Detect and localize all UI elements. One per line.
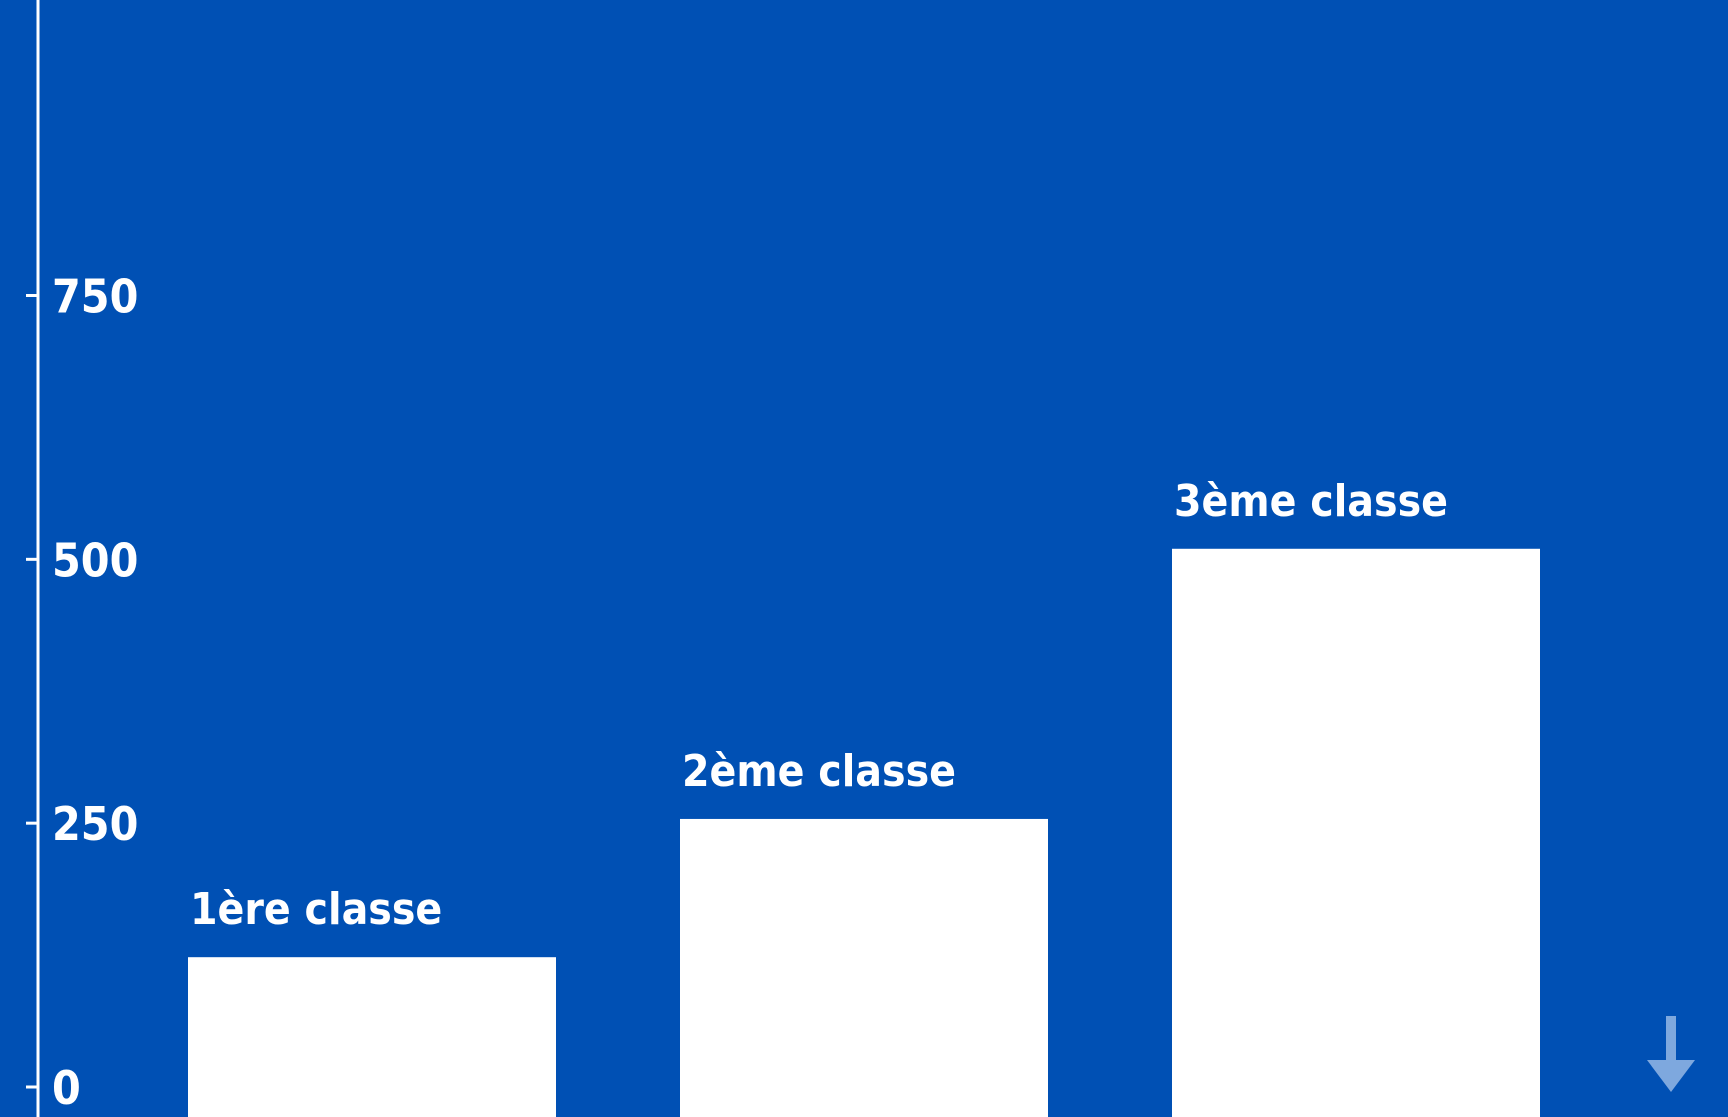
y-tick-label: 250: [52, 797, 138, 851]
category-label: 2ème classe: [682, 746, 956, 797]
y-tick-label: 0: [52, 1061, 81, 1115]
category-label: 3ème classe: [1174, 476, 1448, 527]
arrow-down-icon[interactable]: [1645, 1014, 1697, 1094]
y-tick-label: 500: [52, 533, 138, 587]
y-tick-label: 750: [52, 269, 138, 323]
y-axis-ticks: 0 250 500 750: [26, 269, 138, 1115]
bar: [188, 957, 556, 1117]
bar-series: [188, 548, 1540, 1117]
category-labels: 1ère classe 2ème classe 3ème classe: [190, 476, 1448, 935]
category-label: 1ère classe: [190, 884, 442, 935]
bar: [1172, 548, 1540, 1117]
bar: [680, 818, 1048, 1117]
